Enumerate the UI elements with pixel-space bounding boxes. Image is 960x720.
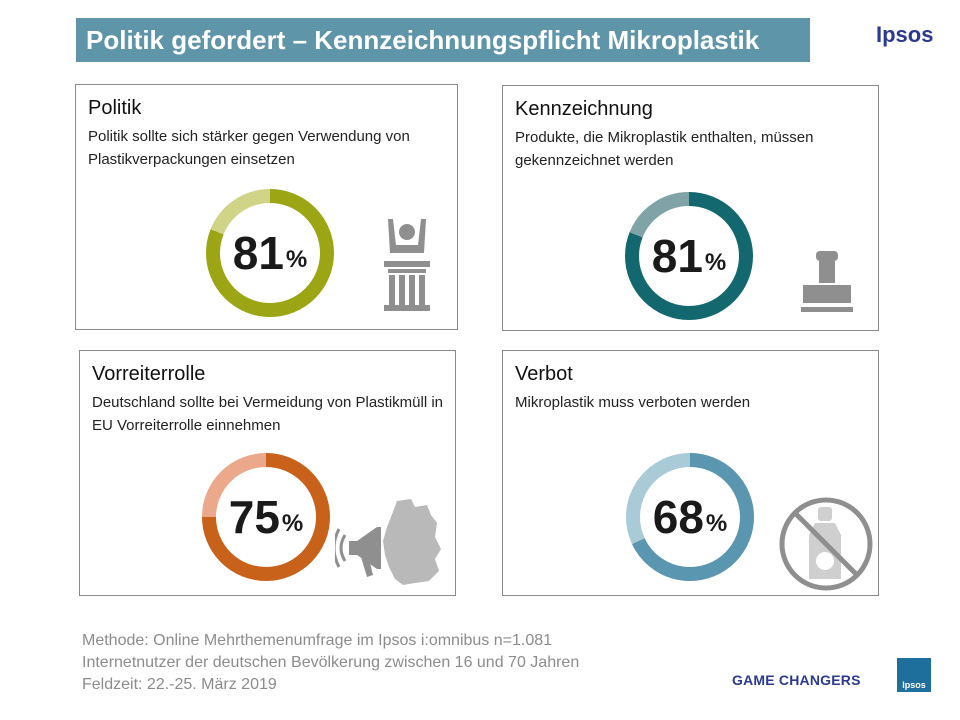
megaphone-germany-icon [332,497,447,594]
panel-heading: Kennzeichnung [515,98,653,120]
panel-heading: Verbot [515,363,573,385]
panel-description: Deutschland sollte bei Vermeidung von Pl… [92,394,444,434]
donut-value: 81 [651,230,703,282]
panel-verbot: Verbot Mikroplastik muss verboten werden… [502,350,879,596]
donut-value-label: 81% [200,183,340,323]
donut-segment-rest [626,453,754,581]
ipsos-logo: Ipsos [897,658,931,692]
stamp-icon [799,249,855,320]
methodology-note: Methode: Online Mehrthemenumfrage im Ips… [82,630,579,696]
donut-unit: % [281,510,304,537]
donut-segment-rest [625,192,753,320]
podium-speaker-icon [380,215,434,318]
donut-chart-verbot: 68% [620,447,760,587]
logo-text: Ipsos [902,680,926,690]
footer-line-3: Feldzeit: 22.-25. März 2019 [82,676,277,693]
brand-logo-text: Ipsos [876,22,934,47]
panel-politik: Politik Politik sollte sich stärker gege… [75,84,458,330]
tagline: GAME CHANGERS [732,672,861,688]
donut-unit: % [704,249,727,276]
footer-line-1: Methode: Online Mehrthemenumfrage im Ips… [82,632,553,649]
footer-line-2: Internetnutzer der deutschen Bevölkerung… [82,654,580,671]
donut-chart-politik: 81% [200,183,340,323]
panel-vorreiterrolle: Vorreiterrolle Deutschland sollte bei Ve… [79,350,456,596]
panel-heading: Vorreiterrolle [92,363,206,385]
donut-value-label: 68% [620,447,760,587]
donut-segment-rest [206,189,334,317]
donut-value: 68 [652,491,704,543]
donut-value: 81 [232,227,284,279]
donut-value: 75 [228,491,280,543]
donut-unit: % [285,246,308,273]
donut-segment-rest [202,453,330,581]
donut-chart-vorreiterrolle: 75% [196,447,336,587]
donut-chart-kennzeichnung: 81% [619,186,759,326]
panel-kennzeichnung: Kennzeichnung Produkte, die Mikroplastik… [502,85,879,331]
page-title: Politik gefordert – Kennzeichnungspflich… [76,18,810,62]
donut-value-label: 81% [619,186,759,326]
donut-unit: % [705,510,728,537]
panel-description: Produkte, die Mikroplastik enthalten, mü… [515,129,814,169]
panel-heading: Politik [88,97,142,119]
panel-description: Politik sollte sich stärker gegen Verwen… [88,128,410,168]
donut-value-label: 75% [196,447,336,587]
prohibited-bottle-icon [777,495,875,598]
panel-description: Mikroplastik muss verboten werden [515,394,751,411]
